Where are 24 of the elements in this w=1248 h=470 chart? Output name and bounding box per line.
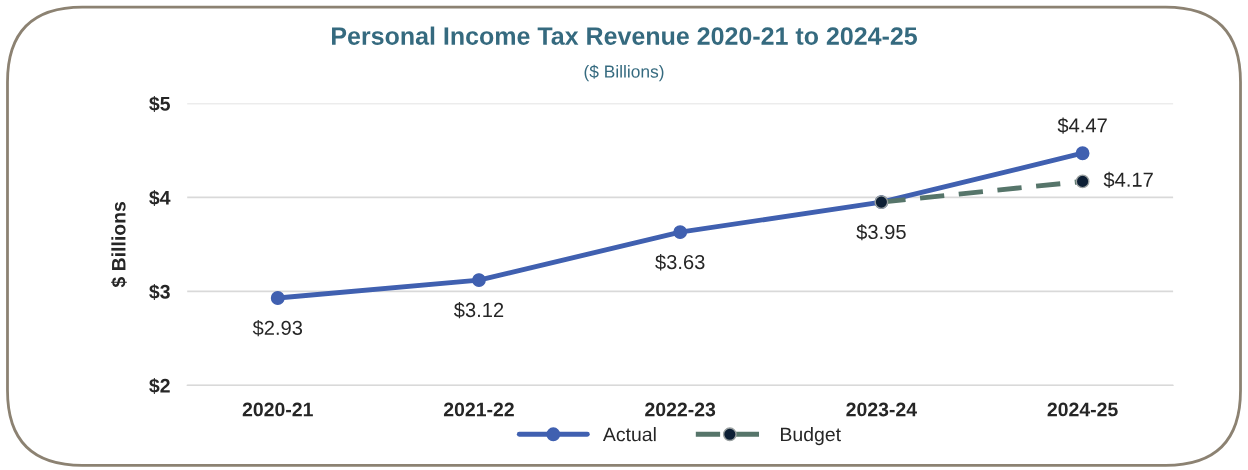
point: [673, 225, 688, 240]
data-label: $4.17: [1103, 171, 1153, 189]
point: [472, 273, 486, 288]
data-label: $2.93: [252, 319, 303, 337]
y-tick-label: $3: [149, 284, 170, 300]
x-tick-label: 2021-22: [443, 402, 514, 417]
x-tick-label: 2022-23: [645, 402, 716, 417]
point: [1075, 146, 1090, 161]
point: [270, 291, 285, 305]
x-tick-label: 2020-21: [242, 402, 313, 417]
legend-label: Actual: [602, 427, 656, 442]
data-label: $4.47: [1057, 117, 1107, 134]
y-axis-title: $ Billions: [111, 201, 127, 288]
data-label: $3.12: [453, 302, 504, 319]
data-label: $3.63: [655, 254, 705, 271]
x-tick-label: 2023-24: [846, 402, 917, 417]
y-tick-label: $5: [149, 96, 170, 112]
chart-title: Personal Income Tax Revenue 2020-21 to 2024-25: [332, 26, 917, 45]
y-tick-label: $4: [149, 190, 171, 206]
y-tick-label: $2: [149, 378, 170, 394]
x-tick-label: 2024-25: [1047, 402, 1118, 417]
chart-subtitle: ($ Billions): [584, 64, 664, 82]
legend-label: Budget: [781, 427, 841, 446]
data-label: $3.95: [856, 224, 906, 241]
